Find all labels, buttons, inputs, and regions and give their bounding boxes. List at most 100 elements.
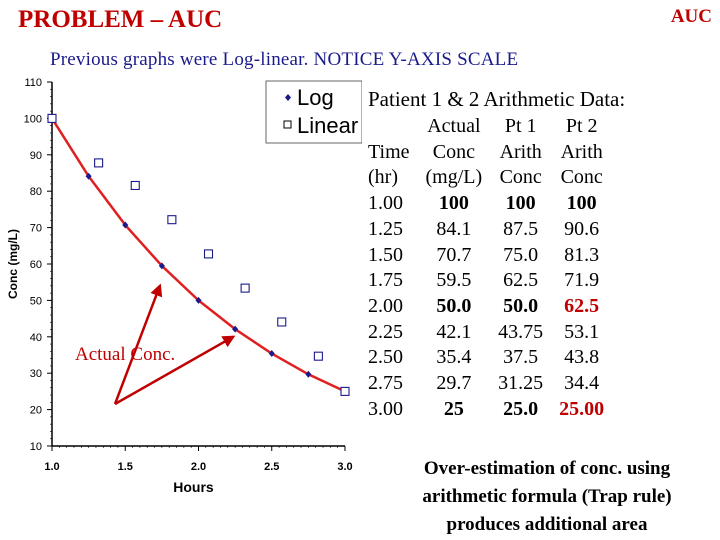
y-tick-label: 90 [30, 150, 42, 162]
table-cell: 31.25 [498, 372, 544, 395]
table-header-cell: (mg/L) [425, 166, 483, 189]
note-line-2: arithmetic formula (Trap rule) [422, 486, 672, 507]
table-row: 3.00 25 25.0 25.00 [362, 397, 612, 423]
annotation-arrow [113, 283, 163, 405]
table-heading: Patient 1 & 2 Arithmetic Data: [368, 87, 626, 111]
table-cell: 71.9 [564, 269, 600, 292]
y-tick-label: 110 [24, 77, 42, 89]
table-cell: 70.7 [436, 243, 472, 266]
table-header-cell [362, 114, 418, 140]
table-cell: 2.00 [368, 294, 403, 317]
table-header-cell: Conc [499, 166, 542, 189]
table-cell: 50.0 [436, 294, 472, 317]
table-cell: 29.7 [436, 372, 472, 395]
table-cell: 100 [566, 192, 597, 215]
table-row: 1.00 100 100 100 [362, 191, 612, 217]
table-cell: 1.25 [368, 217, 403, 240]
table-header-cell: Actual [427, 115, 481, 137]
linear-data-point [94, 158, 104, 168]
table-header-cell: Time [368, 140, 410, 163]
over-estimation-note: Over-estimation of conc. using arithmeti… [372, 455, 720, 539]
table-row: 1.75 59.5 62.5 71.9 [362, 268, 612, 294]
table-cell: 42.1 [436, 320, 472, 343]
y-tick-label: 10 [30, 441, 42, 453]
log-data-point [195, 296, 202, 304]
table-cell: 43.75 [498, 320, 544, 343]
y-tick-label: 70 [30, 223, 42, 235]
log-data-point [232, 325, 239, 333]
table-header-cell: Conc [560, 166, 603, 189]
table-cell: 2.75 [368, 372, 403, 395]
table-cell: 62.5 [503, 269, 539, 292]
table-header-cell: Arith [560, 140, 603, 163]
table-cell: 2.25 [368, 320, 403, 343]
table-header-cell: (hr) [368, 166, 398, 189]
table-cell: 75.0 [503, 243, 539, 266]
log-data-point [122, 221, 129, 229]
table-cell: 25 [443, 397, 464, 420]
table-cell: 62.5 [564, 294, 600, 317]
y-tick-label: 80 [30, 186, 42, 198]
linear-data-point [240, 283, 250, 293]
log-data-point [268, 350, 275, 358]
arithmetic-data-table: Actual Pt 1 Pt 2 Time Conc Arith Arith (hr) (mg/… [362, 114, 612, 422]
slide-title: PROBLEM – AUC [18, 6, 223, 33]
table-cell: 2.50 [368, 346, 403, 369]
note-line-1: Over-estimation of conc. using [423, 458, 671, 479]
table-cell: 87.5 [503, 217, 539, 240]
table-cell: 3.00 [368, 397, 403, 420]
linear-data-point [203, 249, 214, 259]
table-row: 2.00 50.0 50.0 62.5 [362, 294, 612, 320]
x-tick-label: 2.5 [264, 461, 279, 473]
table-header-cell: Pt 2 [565, 115, 598, 137]
table-cell: 59.5 [436, 269, 472, 292]
x-axis-title: Hours [173, 479, 214, 495]
table-header-row: (hr) (mg/L) Conc Conc [362, 165, 612, 191]
log-data-point [85, 172, 92, 180]
y-tick-label: 50 [30, 295, 42, 307]
table-cell: 34.4 [564, 372, 600, 395]
legend-log-label: Log [297, 85, 334, 110]
linear-data-point [313, 351, 323, 361]
annotation-arrow [114, 335, 236, 406]
x-tick-label: 2.0 [191, 461, 206, 473]
linear-data-point [167, 215, 177, 225]
legend-linear-label: Linear [297, 113, 358, 138]
table-cell: 90.6 [564, 217, 600, 240]
table-cell: 81.3 [564, 243, 600, 266]
table-cell: 25.00 [559, 397, 605, 420]
table-row: 2.75 29.7 31.25 34.4 [362, 371, 612, 397]
slide-tag: AUC [670, 6, 712, 27]
x-tick-label: 1.5 [118, 461, 133, 473]
table-cell: 84.1 [436, 217, 472, 240]
table-cell: 53.1 [564, 320, 600, 343]
table-cell: 43.8 [564, 346, 600, 369]
linear-data-point [277, 317, 287, 327]
legend-box [265, 80, 362, 144]
log-data-point [305, 370, 312, 378]
table-cell: 1.50 [368, 243, 403, 266]
legend-diamond-icon [285, 94, 291, 101]
y-tick-label: 60 [30, 259, 42, 271]
table-cell: 35.4 [436, 346, 472, 369]
table-cell: 25.0 [503, 397, 539, 420]
table-cell: 100 [505, 192, 536, 215]
annotation-label: Actual Conc. [75, 344, 175, 365]
table-row: 2.25 42.1 43.75 53.1 [362, 320, 612, 346]
table-cell: 50.0 [503, 294, 539, 317]
log-data-point [158, 262, 165, 270]
table-header-row: Time Conc Arith Arith [362, 140, 612, 166]
table-row: 2.50 35.4 37.5 43.8 [362, 345, 612, 371]
table-header-cell: Conc [432, 140, 475, 163]
note-line-3: produces additional area [446, 514, 648, 535]
table-cell: 100 [438, 192, 469, 215]
linear-data-point [340, 386, 350, 396]
table-cell: 1.00 [368, 192, 403, 215]
table-cell: 1.75 [368, 269, 403, 292]
y-tick-label: 40 [30, 332, 42, 344]
table-row: 1.25 84.1 87.5 90.6 [362, 217, 612, 243]
linear-data-point [130, 180, 140, 191]
slide-subtitle: Previous graphs were Log-linear. NOTICE … [50, 49, 519, 70]
y-tick-label: 20 [30, 405, 42, 417]
table-row: 1.50 70.7 75.0 81.3 [362, 243, 612, 269]
